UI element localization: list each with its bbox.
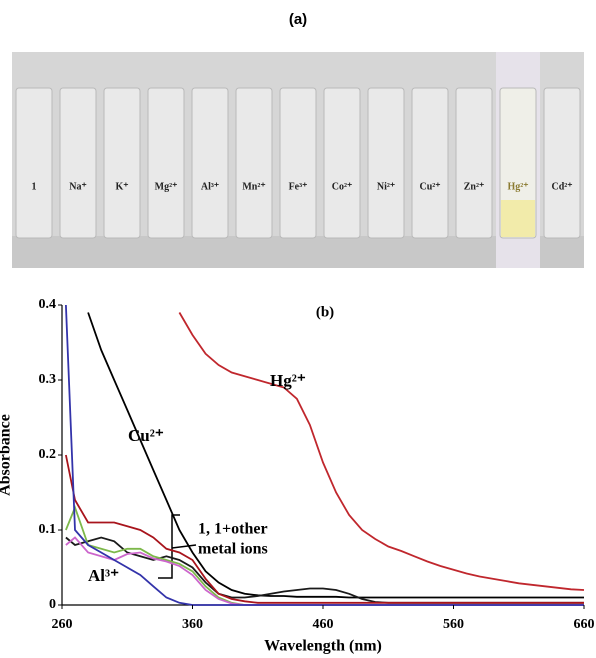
series-line [65, 536, 584, 604]
cuvette [455, 87, 493, 239]
series-line [178, 312, 585, 591]
x-tick-label: 260 [52, 617, 73, 632]
bracket-pointer [171, 544, 197, 549]
x-tick-label: 560 [443, 617, 464, 632]
cuvette [59, 87, 97, 239]
x-tick-label: 660 [574, 617, 595, 632]
cuvette [411, 87, 449, 239]
annotation: Hg²⁺ [270, 371, 306, 390]
cuvette [543, 87, 581, 239]
annotation: metal ions [198, 541, 268, 558]
series-line [65, 504, 584, 606]
y-tick-label: 0.4 [39, 297, 57, 312]
series-line [65, 454, 584, 604]
series-line [65, 304, 584, 606]
annotation: Cu²⁺ [128, 426, 164, 445]
x-tick-label: 460 [313, 617, 334, 632]
cuvette [15, 87, 53, 239]
cuvette [147, 87, 185, 239]
plot [65, 304, 585, 606]
cuvette-label: Cd²⁺ [551, 181, 572, 192]
x-tick-label: 360 [182, 617, 203, 632]
y-tick-label: 0.1 [39, 522, 57, 537]
cuvette-label: Zn²⁺ [464, 181, 485, 192]
cuvette-label: Al³⁺ [201, 181, 219, 192]
cuvette [191, 87, 229, 239]
panel-a-label: (a) [289, 11, 307, 28]
cuvette-label: Na⁺ [69, 181, 87, 192]
y-tick-label: 0.3 [39, 372, 57, 387]
cuvette-label: K⁺ [115, 181, 128, 192]
cuvette [323, 87, 361, 239]
cuvette-label: 1 [32, 181, 37, 192]
solution [501, 200, 535, 237]
cuvettes: 1 Na⁺ K⁺ Mg²⁺ Al³⁺ Mn²⁺ Fe³⁺ Co²⁺ Ni²⁺ Cu²⁺ Zn²⁺ Hg… [15, 52, 581, 268]
cuvette-label: Co²⁺ [332, 181, 353, 192]
photo-bench [12, 236, 584, 268]
x-axis-label: Wavelength (nm) [264, 638, 382, 655]
cuvette-label: Hg²⁺ [507, 181, 528, 192]
series-line [65, 536, 584, 606]
cuvette [367, 87, 405, 239]
cuvette [235, 87, 273, 239]
cuvette [103, 87, 141, 239]
cuvette-label: Ni²⁺ [377, 181, 395, 192]
annotation: 1, 1+other [198, 521, 268, 538]
chart-title: (b) [316, 304, 334, 320]
annotation: Al³⁺ [88, 566, 119, 585]
cuvette [279, 87, 317, 239]
cuvette-label: Cu²⁺ [419, 181, 440, 192]
y-tick-label: 0.2 [39, 447, 57, 462]
y-axis-label: Absorbance [0, 414, 14, 496]
y-tick-label: 0 [49, 597, 56, 612]
cuvette-label: Mg²⁺ [155, 181, 178, 192]
cuvette-label: Fe³⁺ [289, 181, 308, 192]
bracket [158, 514, 180, 579]
series-line [87, 312, 584, 599]
cuvette-label: Mn²⁺ [242, 181, 265, 192]
